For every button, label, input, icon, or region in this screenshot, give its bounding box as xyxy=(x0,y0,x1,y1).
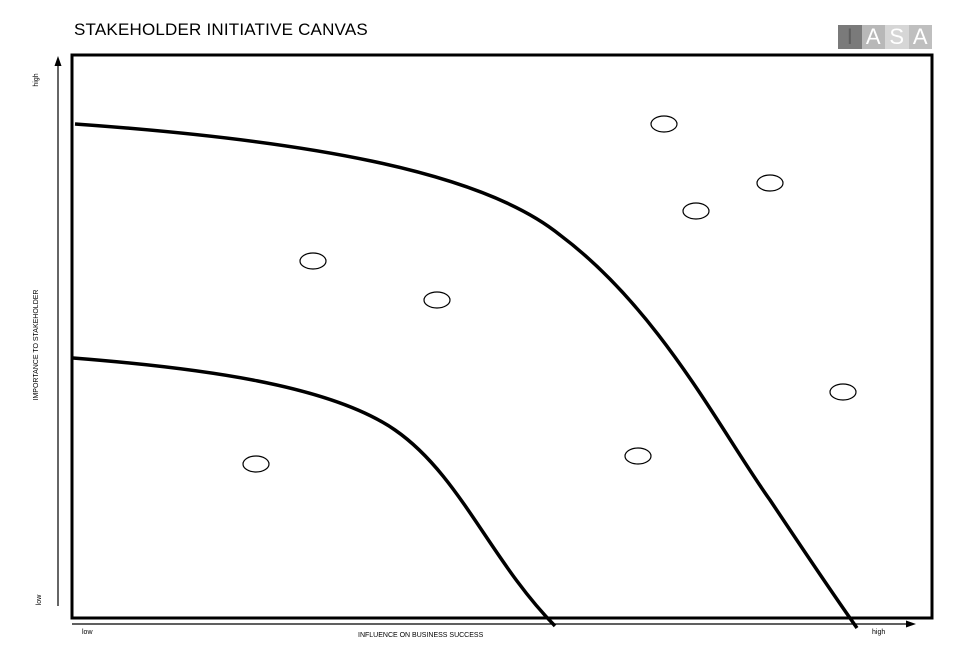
page-title: STAKEHOLDER INITIATIVE CANVAS xyxy=(74,20,368,39)
logo-letter: S xyxy=(885,25,909,49)
y-axis-low-label: low xyxy=(36,594,43,606)
x-axis-title: INFLUENCE ON BUSINESS SUCCESS xyxy=(358,632,484,639)
inner-zone-curve xyxy=(72,356,557,628)
stakeholder-marker xyxy=(242,455,270,473)
x-axis-arrowhead xyxy=(906,620,916,628)
stakeholder-marker xyxy=(829,383,857,401)
y-axis-high-label: high xyxy=(33,73,40,87)
canvas-frame xyxy=(70,53,934,620)
iasa-logo: I A S A xyxy=(838,25,932,49)
logo-letter: I xyxy=(838,25,862,49)
stakeholder-marker xyxy=(299,252,327,270)
stakeholder-marker xyxy=(756,174,784,192)
x-axis-low-label: low xyxy=(82,629,93,636)
stakeholder-marker xyxy=(624,447,652,465)
outer-zone-curve xyxy=(74,122,859,630)
stakeholder-marker xyxy=(423,291,451,309)
y-axis-title: IMPORTANCE TO STAKEHOLDER xyxy=(33,289,40,401)
logo-letter: A xyxy=(861,25,885,49)
stakeholder-marker xyxy=(682,202,710,220)
stakeholder-marker xyxy=(650,115,678,133)
x-axis-high-label: high xyxy=(872,629,886,636)
logo-letter: A xyxy=(908,25,932,49)
y-axis-arrowhead xyxy=(54,56,62,66)
